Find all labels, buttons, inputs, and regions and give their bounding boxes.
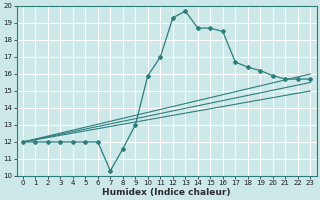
X-axis label: Humidex (Indice chaleur): Humidex (Indice chaleur) bbox=[102, 188, 231, 197]
